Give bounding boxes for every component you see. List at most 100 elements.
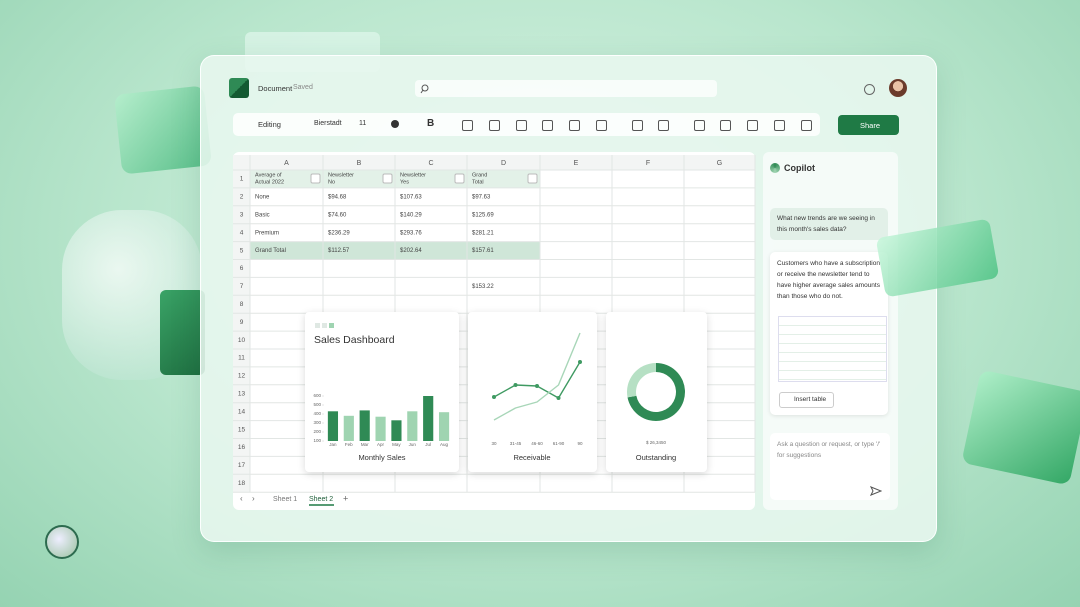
column-header[interactable]: F	[646, 160, 650, 167]
row-header[interactable]: 13	[238, 391, 246, 398]
add-sheet[interactable]: +	[343, 493, 348, 503]
tab-prev[interactable]: ‹	[240, 494, 243, 503]
row-header[interactable]: 7	[240, 283, 244, 290]
table-header-cell[interactable]: Newsletter Yes	[400, 173, 426, 186]
column-header[interactable]: E	[574, 160, 579, 167]
table-cell[interactable]: Basic	[255, 212, 270, 218]
column-header[interactable]: B	[357, 160, 362, 167]
toolbar-button[interactable]	[516, 120, 527, 131]
share-label[interactable]: Share	[860, 121, 881, 130]
table-cell[interactable]: $153.22	[472, 284, 494, 290]
toolbar-button[interactable]	[542, 120, 553, 131]
table-cell[interactable]: $157.61	[472, 248, 494, 254]
row-header[interactable]: 16	[238, 444, 246, 451]
column-header[interactable]: A	[284, 160, 289, 167]
donut-segment	[627, 363, 686, 421]
table-cell[interactable]: $125.69	[472, 212, 494, 218]
table-cell[interactable]: $97.63	[472, 194, 491, 200]
row-header[interactable]: 18	[238, 480, 246, 487]
font-color[interactable]	[391, 120, 399, 128]
filter-button[interactable]	[527, 173, 538, 184]
table-cell[interactable]: $293.76	[400, 230, 422, 236]
toolbar-button[interactable]	[720, 120, 731, 131]
font-size-menu[interactable]: 11	[359, 120, 367, 127]
save-status: Saved	[293, 84, 313, 91]
card-icon	[315, 323, 320, 328]
sheet-tab[interactable]: Sheet 1	[273, 496, 297, 503]
app-logo[interactable]	[229, 78, 249, 98]
table-cell[interactable]: $74.60	[328, 212, 347, 218]
row-header[interactable]: 8	[240, 301, 244, 308]
share-button[interactable]	[838, 115, 899, 135]
row-header[interactable]: 12	[238, 373, 246, 380]
toolbar-button[interactable]	[774, 120, 785, 131]
row-header[interactable]: 15	[238, 426, 246, 433]
table-cell[interactable]: Premium	[255, 230, 279, 236]
toolbar-button[interactable]	[596, 120, 607, 131]
x-tick-label: Jul	[425, 442, 431, 447]
send-icon[interactable]	[870, 485, 882, 497]
table-header-cell[interactable]: Average of Actual 2022	[255, 173, 284, 186]
y-tick-label: 100	[313, 438, 321, 443]
toolbar-button[interactable]	[632, 120, 643, 131]
search-icon	[420, 84, 429, 94]
point	[535, 384, 539, 388]
toolbar-button[interactable]	[462, 120, 473, 131]
table-cell[interactable]: $236.29	[328, 230, 350, 236]
column-header[interactable]: G	[717, 160, 722, 167]
table-header-cell[interactable]: Newsletter No	[328, 173, 354, 186]
column-header[interactable]: C	[428, 160, 433, 167]
font-menu[interactable]: Bierstadt	[314, 120, 342, 127]
row-header[interactable]: 6	[240, 265, 244, 272]
row-header[interactable]: 1	[240, 176, 244, 183]
column-header[interactable]: D	[501, 160, 506, 167]
point	[578, 360, 582, 364]
toolbar-button[interactable]	[658, 120, 669, 131]
table-cell[interactable]: $94.68	[328, 194, 347, 200]
toolbar-button[interactable]	[489, 120, 500, 131]
chat-placeholder[interactable]: Ask a question or request, or type '/' f…	[777, 441, 881, 459]
row-header[interactable]: 17	[238, 462, 246, 469]
filter-button[interactable]	[382, 173, 393, 184]
row-header[interactable]: 14	[238, 408, 246, 415]
table-cell[interactable]: $281.21	[472, 230, 494, 236]
mode-menu[interactable]: Editing	[258, 120, 281, 129]
table-header-cell[interactable]: Grand Total	[472, 173, 487, 186]
row-header[interactable]: 3	[240, 212, 244, 219]
deco-block	[160, 290, 205, 375]
table-cell[interactable]: $112.57	[328, 248, 350, 254]
row-header[interactable]: 9	[240, 319, 244, 326]
filter-button[interactable]	[454, 173, 465, 184]
search-box[interactable]	[415, 80, 717, 97]
x-tick-label: 90	[577, 441, 583, 446]
row-header[interactable]: 5	[240, 247, 244, 254]
outstanding-card[interactable]	[606, 312, 707, 472]
dashboard-card[interactable]	[305, 312, 459, 472]
sheet-tab[interactable]: Sheet 2	[309, 496, 333, 503]
row-header[interactable]: 10	[238, 337, 246, 344]
copilot-title: Copilot	[784, 163, 815, 173]
table-cell[interactable]: None	[255, 194, 270, 200]
chat-input[interactable]	[770, 433, 890, 500]
row-header[interactable]: 4	[240, 229, 244, 236]
table-cell[interactable]: $140.29	[400, 212, 422, 218]
table-cell[interactable]: $107.63	[400, 194, 422, 200]
avatar[interactable]	[889, 79, 907, 97]
tab-next[interactable]: ›	[252, 494, 255, 503]
toolbar-button[interactable]	[694, 120, 705, 131]
row-header[interactable]: 2	[240, 194, 244, 201]
row-header[interactable]: 11	[238, 355, 245, 362]
document-name[interactable]: Document	[258, 84, 293, 93]
toolbar-button[interactable]	[569, 120, 580, 131]
toolbar-button[interactable]	[801, 120, 812, 131]
settings-icon[interactable]	[864, 84, 875, 95]
table-cell[interactable]: $202.64	[400, 248, 422, 254]
bold-button[interactable]: B	[427, 118, 435, 129]
table-cell[interactable]: Grand Total	[255, 248, 286, 254]
insert-table-button[interactable]	[779, 392, 834, 408]
filter-button[interactable]	[310, 173, 321, 184]
toolbar-button[interactable]	[747, 120, 758, 131]
insert-table-label[interactable]: Insert table	[794, 396, 827, 403]
receivable-card[interactable]	[468, 312, 597, 472]
